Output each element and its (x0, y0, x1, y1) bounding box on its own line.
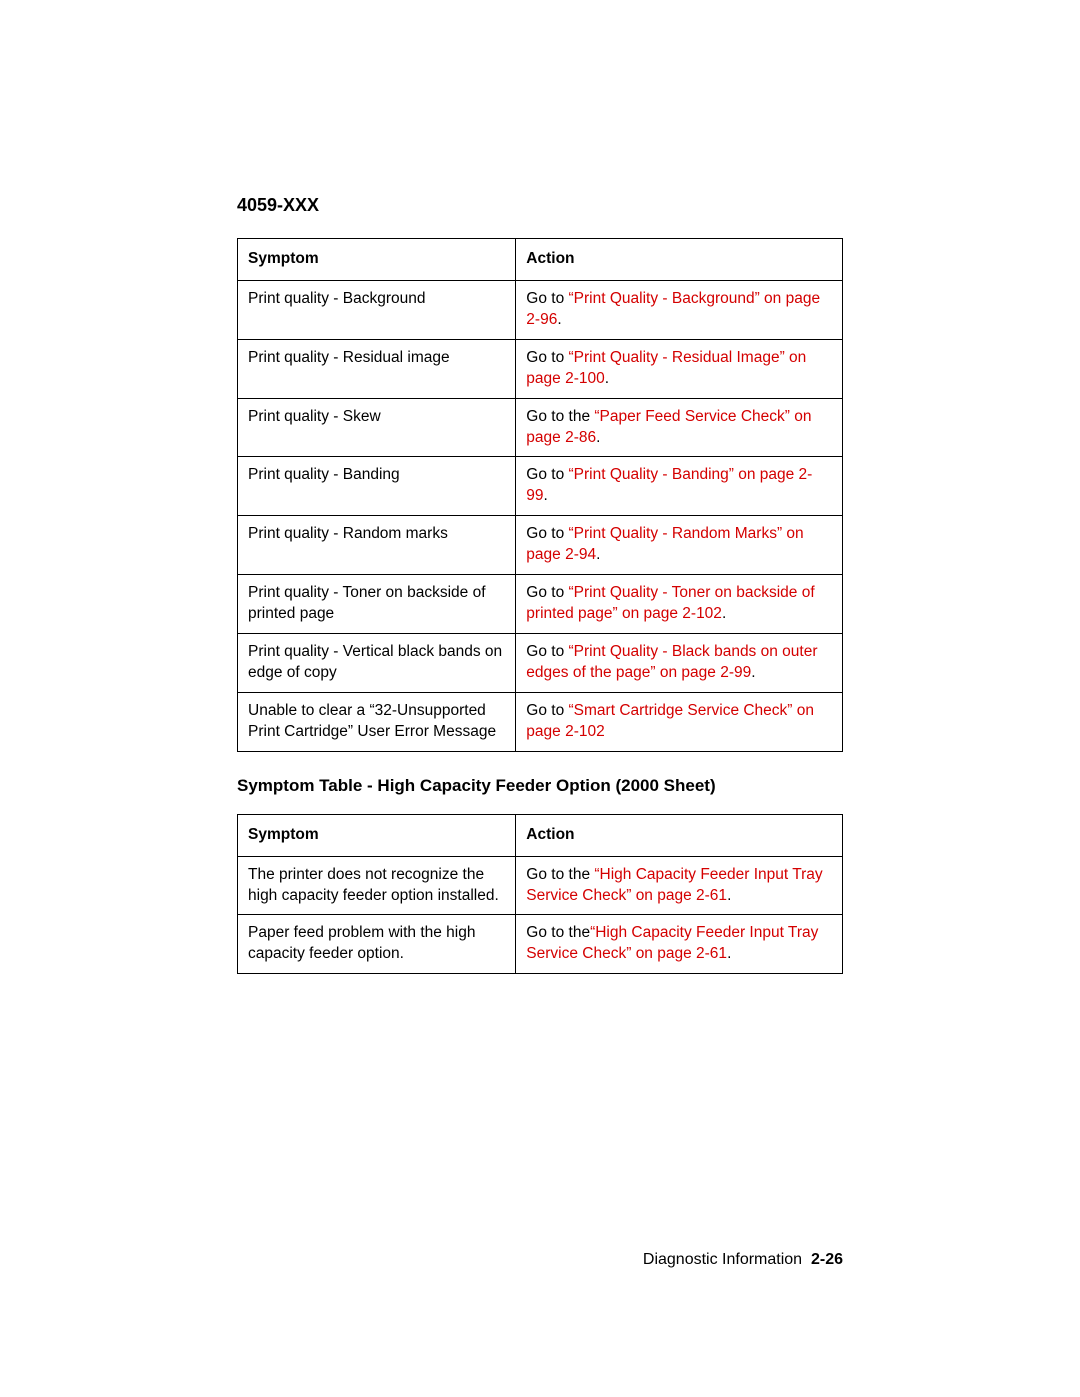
column-header-action: Action (516, 239, 843, 281)
cross-reference-link[interactable]: “Print Quality - Random Marks” on page 2… (526, 525, 803, 563)
action-cell: Go to “Print Quality - Banding” on page … (516, 457, 843, 516)
column-header-symptom: Symptom (238, 239, 516, 281)
action-text: . (605, 370, 609, 387)
column-header-action: Action (516, 814, 843, 856)
action-text: Go to (526, 584, 568, 601)
action-text: . (751, 664, 755, 681)
action-text: Go to the (526, 924, 590, 941)
action-text: . (727, 945, 731, 962)
table-row: Print quality - Residual image Go to “Pr… (238, 339, 843, 398)
page-number: 2-26 (811, 1251, 843, 1268)
footer-text: Diagnostic Information (643, 1251, 802, 1268)
symptom-cell: Print quality - Vertical black bands on … (238, 633, 516, 692)
symptom-cell: Print quality - Skew (238, 398, 516, 457)
cross-reference-link[interactable]: “Print Quality - Background” on page 2-9… (526, 290, 820, 328)
cross-reference-link[interactable]: “Print Quality - Black bands on outer ed… (526, 643, 817, 681)
table-row: Print quality - Random marks Go to “Prin… (238, 516, 843, 575)
action-text: Go to (526, 643, 568, 660)
action-text: Go to (526, 466, 568, 483)
cross-reference-link[interactable]: “Print Quality - Banding” on page 2-99 (526, 466, 812, 504)
action-text: . (727, 887, 731, 904)
action-text: Go to the (526, 866, 594, 883)
table-row: Unable to clear a “32-Unsupported Print … (238, 692, 843, 751)
symptom-cell: The printer does not recognize the high … (238, 856, 516, 915)
table-row: Print quality - Background Go to “Print … (238, 280, 843, 339)
action-cell: Go to “Smart Cartridge Service Check” on… (516, 692, 843, 751)
action-text: . (557, 311, 561, 328)
page: 4059-XXX Symptom Action Print quality - … (0, 0, 1080, 1397)
symptom-table-2: Symptom Action The printer does not reco… (237, 814, 843, 975)
action-text: . (596, 546, 600, 563)
cross-reference-link[interactable]: “Print Quality - Residual Image” on page… (526, 349, 806, 387)
action-text: . (722, 605, 726, 622)
action-text: Go to (526, 349, 568, 366)
action-text: Go to the (526, 408, 594, 425)
page-footer: Diagnostic Information 2-26 (643, 1251, 843, 1269)
symptom-table-1: Symptom Action Print quality - Backgroun… (237, 238, 843, 752)
document-header: 4059-XXX (237, 195, 843, 216)
action-cell: Go to “Print Quality - Random Marks” on … (516, 516, 843, 575)
action-text: . (544, 487, 548, 504)
table-header-row: Symptom Action (238, 814, 843, 856)
symptom-cell: Print quality - Background (238, 280, 516, 339)
column-header-symptom: Symptom (238, 814, 516, 856)
action-cell: Go to the “High Capacity Feeder Input Tr… (516, 856, 843, 915)
action-cell: Go to the “Paper Feed Service Check” on … (516, 398, 843, 457)
action-text: . (596, 429, 600, 446)
table-row: The printer does not recognize the high … (238, 856, 843, 915)
action-text: Go to (526, 525, 568, 542)
action-text: Go to (526, 702, 568, 719)
action-cell: Go to “Print Quality - Background” on pa… (516, 280, 843, 339)
action-cell: Go to “Print Quality - Toner on backside… (516, 575, 843, 634)
action-cell: Go to “Print Quality - Residual Image” o… (516, 339, 843, 398)
action-cell: Go to the“High Capacity Feeder Input Tra… (516, 915, 843, 974)
symptom-cell: Print quality - Banding (238, 457, 516, 516)
cross-reference-link[interactable]: “Print Quality - Toner on backside of pr… (526, 584, 814, 622)
action-cell: Go to “Print Quality - Black bands on ou… (516, 633, 843, 692)
symptom-cell: Print quality - Random marks (238, 516, 516, 575)
table-row: Paper feed problem with the high capacit… (238, 915, 843, 974)
symptom-cell: Print quality - Residual image (238, 339, 516, 398)
table-header-row: Symptom Action (238, 239, 843, 281)
symptom-cell: Paper feed problem with the high capacit… (238, 915, 516, 974)
cross-reference-link[interactable]: “Smart Cartridge Service Check” on page … (526, 702, 814, 740)
action-text: Go to (526, 290, 568, 307)
symptom-cell: Print quality - Toner on backside of pri… (238, 575, 516, 634)
table-row: Print quality - Vertical black bands on … (238, 633, 843, 692)
table-row: Print quality - Banding Go to “Print Qua… (238, 457, 843, 516)
section-title: Symptom Table - High Capacity Feeder Opt… (237, 776, 843, 796)
symptom-cell: Unable to clear a “32-Unsupported Print … (238, 692, 516, 751)
table-row: Print quality - Toner on backside of pri… (238, 575, 843, 634)
table-row: Print quality - Skew Go to the “Paper Fe… (238, 398, 843, 457)
